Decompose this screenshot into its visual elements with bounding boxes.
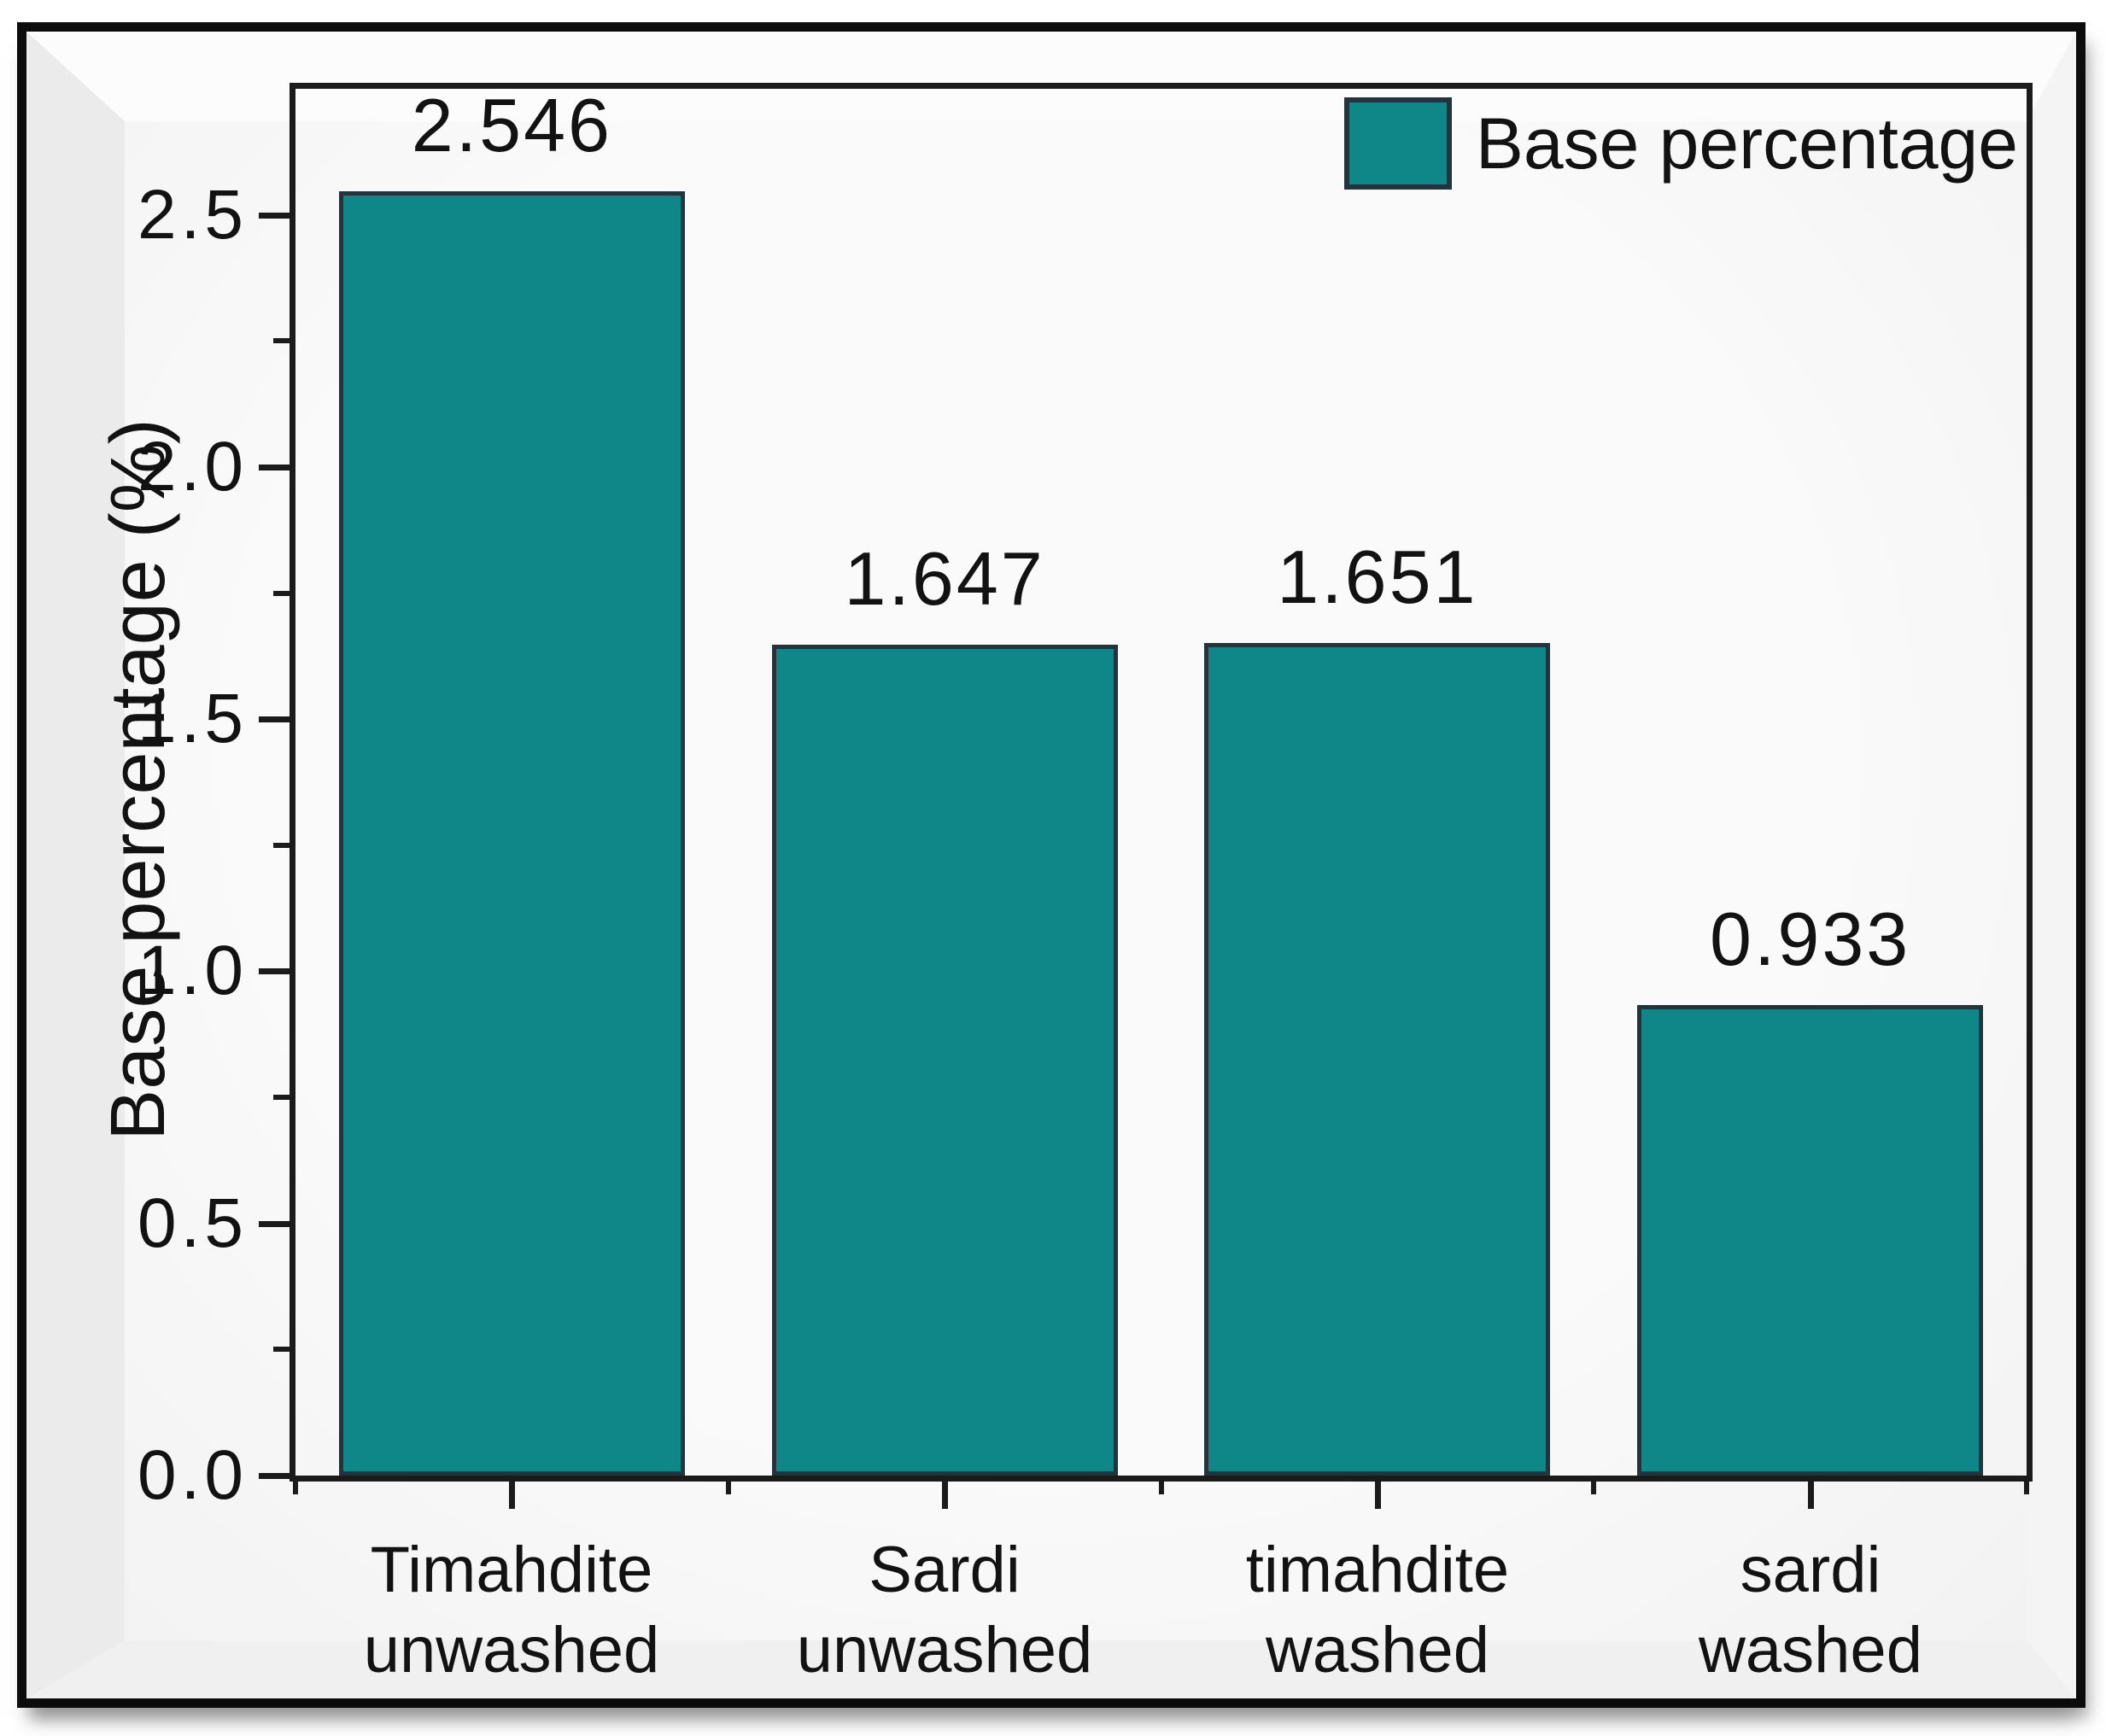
bar-4 — [1637, 1005, 1984, 1476]
y-tick-label: 2.0 — [137, 428, 248, 506]
y-major-tick — [259, 213, 290, 219]
bar-value-label: 0.933 — [1710, 897, 1911, 981]
x-category-line: Sardi — [869, 1534, 1021, 1606]
x-major-tick — [509, 1482, 515, 1509]
x-major-tick — [942, 1482, 948, 1509]
y-major-tick — [259, 716, 290, 722]
x-category-label: timahdite washed — [1155, 1530, 1600, 1691]
x-category-label: Sardi unwashed — [722, 1530, 1167, 1691]
y-minor-tick — [273, 843, 290, 848]
x-category-line: sardi — [1740, 1534, 1881, 1606]
x-minor-tick — [1591, 1482, 1596, 1494]
bar-2 — [771, 645, 1118, 1476]
x-minor-tick — [1159, 1482, 1164, 1494]
y-tick-label: 2.5 — [137, 176, 248, 254]
x-major-tick — [1808, 1482, 1814, 1509]
x-category-line: unwashed — [363, 1614, 660, 1686]
y-axis-title: Base percentage (%) — [96, 418, 181, 1141]
y-major-tick — [259, 968, 290, 974]
x-category-label: sardi washed — [1588, 1530, 2033, 1691]
bar-value-label: 1.647 — [844, 536, 1045, 621]
x-category-line: timahdite — [1245, 1534, 1510, 1606]
bar-1 — [338, 191, 685, 1476]
legend: Base percentage — [1343, 96, 2018, 190]
x-category-line: unwashed — [796, 1614, 1093, 1686]
y-major-tick — [259, 1221, 290, 1227]
legend-swatch-base-percentage — [1343, 97, 1452, 190]
y-tick-label: 0.0 — [137, 1436, 248, 1514]
y-minor-tick — [273, 591, 290, 596]
x-major-tick — [1375, 1482, 1381, 1509]
y-major-tick — [259, 465, 290, 471]
x-category-line: Timahdite — [370, 1534, 653, 1606]
x-minor-tick — [2024, 1482, 2029, 1494]
y-minor-tick — [273, 338, 290, 343]
x-minor-tick — [726, 1482, 731, 1494]
bars-layer — [295, 89, 2027, 1476]
y-tick-label: 1.0 — [137, 932, 248, 1009]
x-minor-tick — [293, 1482, 298, 1494]
bar-value-label: 2.546 — [411, 83, 612, 167]
y-tick-label: 0.5 — [137, 1184, 248, 1262]
x-category-label: Timahdite unwashed — [290, 1530, 734, 1691]
y-tick-label: 1.5 — [137, 680, 248, 757]
y-minor-tick — [273, 1347, 290, 1352]
y-major-tick — [259, 1473, 290, 1479]
y-minor-tick — [273, 1095, 290, 1100]
plot-area: Base percentage — [290, 83, 2033, 1482]
bar-value-label: 1.651 — [1277, 535, 1478, 619]
x-category-line: washed — [1266, 1614, 1489, 1686]
bar-3 — [1204, 643, 1551, 1476]
legend-label: Base percentage — [1475, 103, 2018, 184]
x-category-line: washed — [1699, 1614, 1922, 1686]
